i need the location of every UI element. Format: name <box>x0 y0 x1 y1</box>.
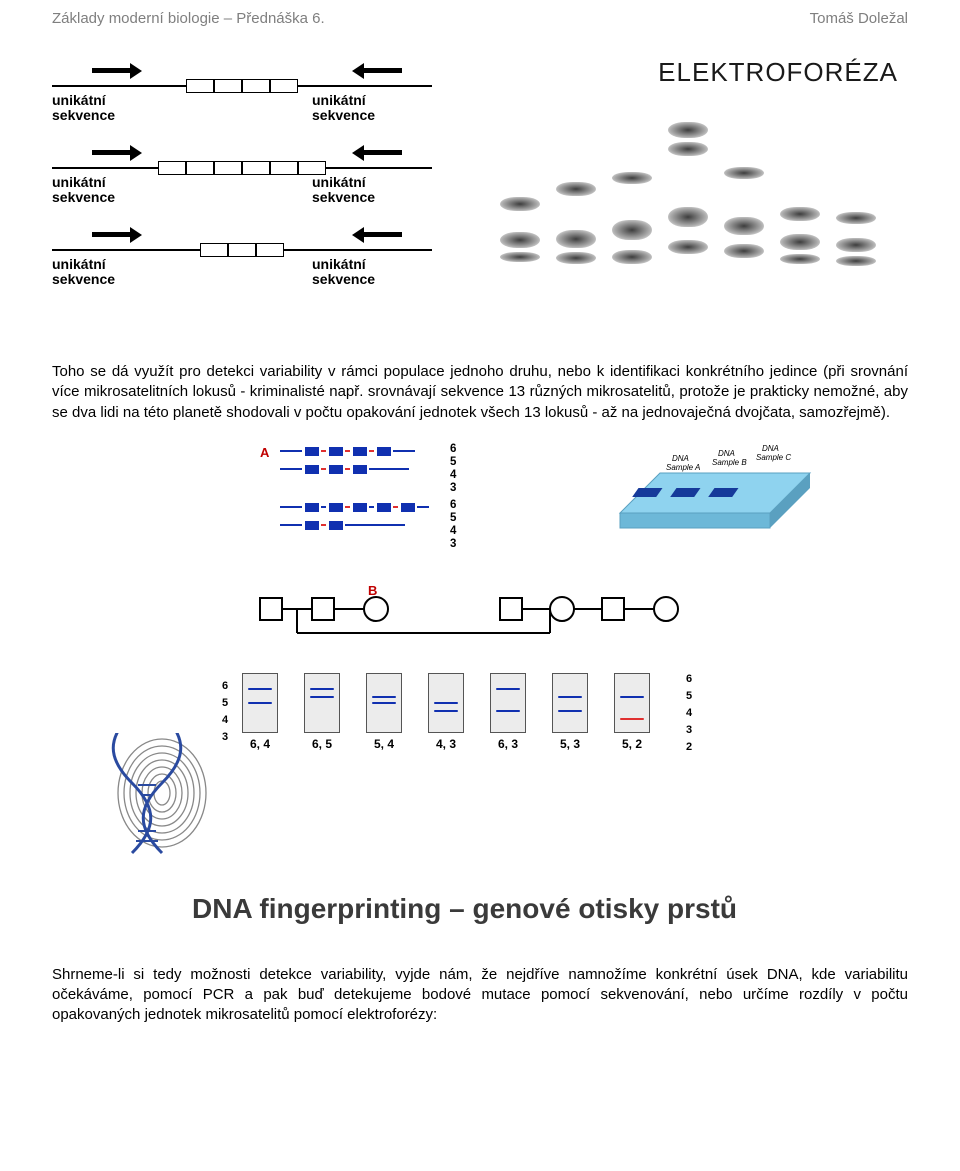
mini-gel-label: 6, 3 <box>490 737 526 751</box>
gel-lane <box>660 112 716 282</box>
mini-gel-row: 6, 46, 55, 44, 36, 35, 35, 2 <box>242 673 650 751</box>
gel-lane <box>828 112 884 282</box>
figure-fingerprinting: A 6 5 4 3 <box>120 443 840 873</box>
sequence-row: unikátní sekvence unikátní sekvence <box>52 221 472 291</box>
mini-gel-nums-right: 6 5 4 3 2 <box>686 671 692 756</box>
mini-gel: 5, 3 <box>552 673 588 751</box>
unique-sequence-label: unikátní sekvence <box>52 257 115 288</box>
schematic-nums-1: 6 5 4 3 <box>450 443 456 496</box>
gel-lane <box>716 112 772 282</box>
reverse-primer-arrow <box>352 145 402 157</box>
svg-text:Sample A: Sample A <box>666 463 700 472</box>
figure-electrophoresis: unikátní sekvenceunikátní sekvenceunikát… <box>52 57 908 337</box>
mini-gel: 6, 5 <box>304 673 340 751</box>
forward-primer-arrow <box>92 63 142 75</box>
pedigree-diagram <box>250 593 730 653</box>
paragraph-2: Shrneme-li si tedy možnosti detekce vari… <box>52 965 908 1026</box>
unique-sequence-label: unikátní sekvence <box>52 175 115 206</box>
fingerprint-icon <box>102 733 272 873</box>
svg-text:Sample C: Sample C <box>756 453 791 462</box>
mini-gel-label: 5, 3 <box>552 737 588 751</box>
gel-lane <box>772 112 828 282</box>
unique-sequence-label: unikátní sekvence <box>52 93 115 124</box>
dna-fingerprinting-title: DNA fingerprinting – genové otisky prstů <box>192 893 908 925</box>
mini-gel-label: 4, 3 <box>428 737 464 751</box>
gel-lane <box>548 112 604 282</box>
label-a: A <box>260 445 269 460</box>
unique-sequence-label: unikátní sekvence <box>312 93 375 124</box>
unique-sequence-label: unikátní sekvence <box>312 257 375 288</box>
mini-gel: 4, 3 <box>428 673 464 751</box>
mini-gel-label: 5, 2 <box>614 737 650 751</box>
paragraph-1: Toho se dá využít pro detekci variabilit… <box>52 362 908 423</box>
forward-primer-arrow <box>92 227 142 239</box>
header-left: Základy moderní biologie – Přednáška 6. <box>52 10 325 27</box>
electrophoresis-title: ELEKTROFORÉZA <box>658 57 898 88</box>
mini-gel: 6, 3 <box>490 673 526 751</box>
schematic-row-1 <box>280 447 415 474</box>
svg-text:Sample B: Sample B <box>712 458 747 467</box>
svg-text:DNA: DNA <box>718 449 735 458</box>
mini-gel-label: 5, 4 <box>366 737 402 751</box>
gel-tray-icon: DNA Sample A DNA Sample B DNA Sample C <box>600 443 830 543</box>
unique-sequence-label: unikátní sekvence <box>312 175 375 206</box>
mini-gel: 5, 2 <box>614 673 650 751</box>
reverse-primer-arrow <box>352 227 402 239</box>
page-header: Základy moderní biologie – Přednáška 6. … <box>52 10 908 27</box>
reverse-primer-arrow <box>352 63 402 75</box>
schematic-nums-2: 6 5 4 3 <box>450 499 456 552</box>
gel-lane <box>604 112 660 282</box>
gel-image <box>492 112 892 282</box>
gel-lane <box>492 112 548 282</box>
svg-text:DNA: DNA <box>762 444 779 453</box>
header-right: Tomáš Doležal <box>810 10 908 27</box>
forward-primer-arrow <box>92 145 142 157</box>
mini-gel-label: 6, 5 <box>304 737 340 751</box>
sequence-row: unikátní sekvence unikátní sekvence <box>52 57 472 127</box>
svg-text:DNA: DNA <box>672 454 689 463</box>
sequence-row: unikátní sekvence unikátní sekvence <box>52 139 472 209</box>
schematic-row-2 <box>280 503 429 530</box>
sequence-diagrams: unikátní sekvenceunikátní sekvenceunikát… <box>52 57 472 303</box>
mini-gel: 5, 4 <box>366 673 402 751</box>
